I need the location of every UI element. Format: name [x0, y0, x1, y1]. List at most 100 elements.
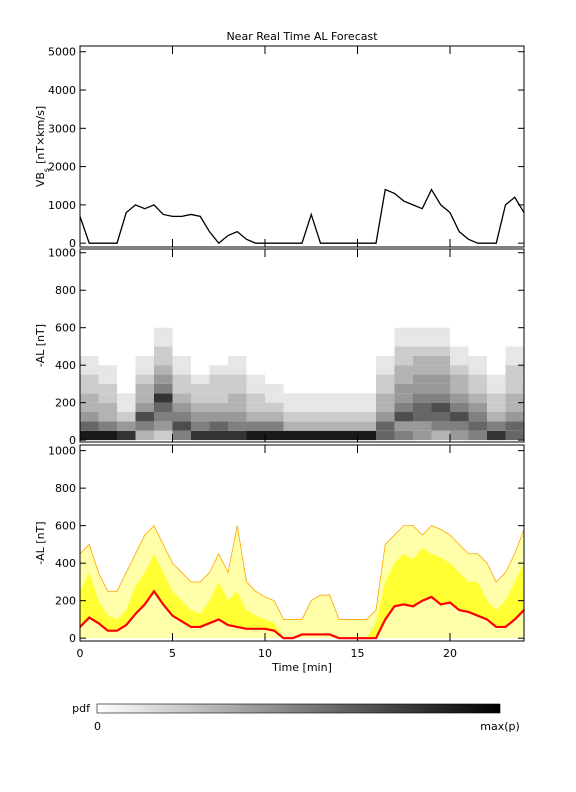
pdf-cell	[135, 365, 154, 375]
pdf-cell	[357, 365, 376, 375]
pdf-cell	[117, 421, 136, 431]
pdf-cell	[431, 383, 450, 394]
y-tick-label: 0	[69, 632, 76, 645]
pdf-cell	[172, 383, 191, 394]
pdf-cell	[80, 402, 99, 413]
pdf-cell	[265, 355, 284, 366]
pdf-cell	[450, 346, 469, 356]
pdf-cell	[172, 365, 191, 375]
pdf-cell	[468, 327, 487, 338]
pdf-cell	[191, 430, 210, 441]
y-tick-label: 4000	[48, 84, 76, 97]
y-tick-label: 2000	[48, 161, 76, 174]
pdf-cell	[154, 327, 173, 338]
pdf-cell	[413, 383, 432, 394]
y-tick-label: 200	[55, 397, 76, 410]
pdf-cell	[228, 402, 247, 413]
pdf-cell	[98, 346, 117, 356]
pdf-cell	[117, 402, 136, 413]
pdf-cell	[320, 421, 339, 431]
pdf-cell	[246, 430, 265, 441]
pdf-cell	[394, 383, 413, 394]
pdf-cell	[283, 346, 302, 356]
pdf-cell	[117, 430, 136, 441]
x-tick-label: 10	[258, 647, 272, 660]
y-tick-label: 0	[69, 237, 76, 250]
pdf-cell	[265, 383, 284, 394]
pdf-cell	[450, 337, 469, 347]
pdf-cell	[339, 430, 358, 441]
median-line	[79, 589, 525, 640]
panel-frame	[79, 248, 525, 443]
pdf-cell	[209, 393, 228, 403]
pdf-cell	[283, 374, 302, 384]
panel-frame	[79, 45, 525, 248]
y-tick-label: 1000	[48, 445, 76, 458]
pdf-cell	[505, 393, 524, 403]
pdf-cell	[487, 412, 506, 422]
pdf-cell	[154, 430, 173, 441]
pdf-cell	[376, 402, 395, 413]
colorbar-max: max(p)	[480, 720, 520, 733]
pdf-cell	[228, 383, 247, 394]
pdf-cell	[135, 430, 154, 441]
pdf-cell	[394, 402, 413, 413]
pdf-cell	[394, 412, 413, 422]
pdf-cell	[265, 430, 284, 441]
pdf-cell	[468, 383, 487, 394]
pdf-cell	[135, 355, 154, 366]
pdf-cell	[283, 355, 302, 366]
panel: 0 200 400 600 800 1000 0 5 10 15 20 Time [min] -AL […	[34, 444, 525, 674]
pdf-cell	[228, 365, 247, 375]
pdf-cell	[154, 421, 173, 431]
pdf-cell	[80, 337, 99, 347]
pdf-cell	[246, 346, 265, 356]
pdf-cell	[228, 430, 247, 441]
colorbar-label: pdf	[72, 702, 91, 715]
pdf-cell	[450, 430, 469, 441]
pdf-cell	[320, 337, 339, 347]
pdf-cell	[413, 374, 432, 384]
pdf-cell	[135, 412, 154, 422]
pdf-cell	[209, 365, 228, 375]
pdf-cell	[172, 393, 191, 403]
pdf-cell	[450, 421, 469, 431]
pdf-cell	[265, 365, 284, 375]
pdf-cell	[154, 412, 173, 422]
pdf-cell	[468, 337, 487, 347]
pdf-cell	[283, 365, 302, 375]
pdf-cell	[302, 337, 321, 347]
pdf-cell	[431, 430, 450, 441]
pdf-cell	[487, 402, 506, 413]
pdf-cell	[376, 412, 395, 422]
pdf-cell	[209, 421, 228, 431]
pdf-cell	[431, 393, 450, 403]
pdf-cell	[283, 421, 302, 431]
pdf-cell	[135, 346, 154, 356]
pdf-cell	[450, 374, 469, 384]
pdf-cell	[302, 327, 321, 338]
pdf-cell	[505, 412, 524, 422]
pdf-cell	[246, 365, 265, 375]
pdf-cell	[135, 337, 154, 347]
y-tick-label: 1000	[48, 199, 76, 212]
pdf-cell	[320, 393, 339, 403]
pdf-cell	[117, 365, 136, 375]
pdf-cell	[154, 365, 173, 375]
pdf-cell	[339, 327, 358, 338]
y-axis-label: VBs [nT×km/s]	[34, 106, 51, 187]
pdf-cell	[376, 393, 395, 403]
pdf-cell	[487, 327, 506, 338]
pdf-cell	[209, 337, 228, 347]
y-tick-label: 1000	[48, 247, 76, 260]
y-tick-label: 3000	[48, 122, 76, 135]
pdf-cell	[339, 402, 358, 413]
pdf-cell	[505, 346, 524, 356]
pdf-cell	[394, 421, 413, 431]
pdf-cell	[246, 374, 265, 384]
pdf-cell	[320, 365, 339, 375]
pdf-cell	[357, 327, 376, 338]
pdf-cell	[487, 374, 506, 384]
pdf-cell	[98, 365, 117, 375]
